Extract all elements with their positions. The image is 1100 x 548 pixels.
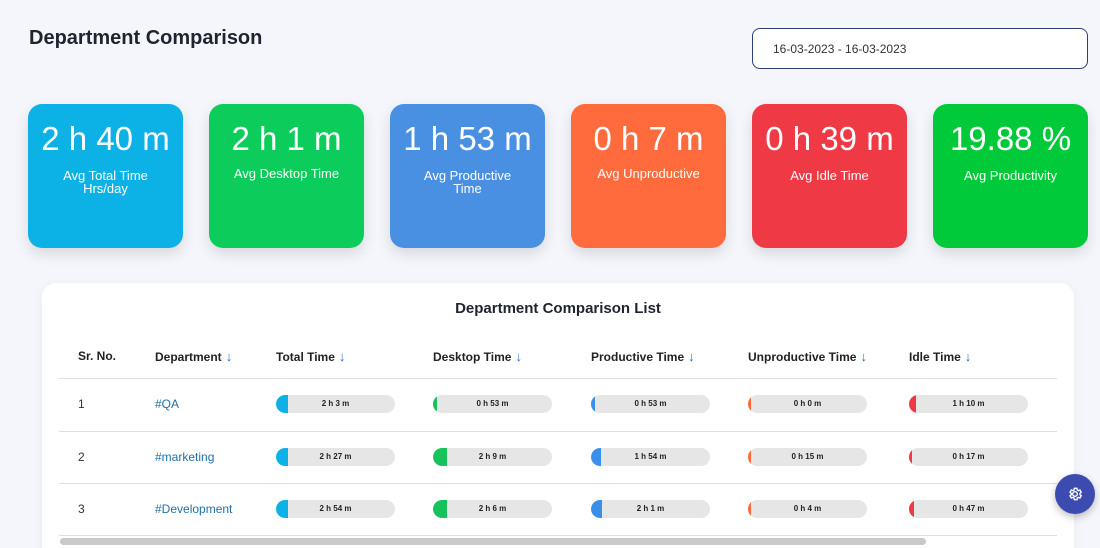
arrow-down-icon[interactable]: ↓ (688, 349, 695, 364)
progress-label: 2 h 1 m (636, 504, 665, 513)
row-divider (59, 431, 1057, 432)
panel-title: Department Comparison List (455, 300, 661, 317)
gear-icon (1069, 487, 1083, 501)
department-comparison-panel: Department Comparison List Sr. No. Depar… (42, 283, 1074, 548)
progress-fill (276, 448, 288, 466)
card-avg-unproductive: 0 h 7 m Avg Unproductive (571, 104, 726, 248)
card-label: Avg Unproductive (597, 166, 700, 181)
card-value: 19.88 % (949, 120, 1072, 157)
page-title: Department Comparison (29, 27, 263, 49)
arrow-down-icon[interactable]: ↓ (964, 349, 972, 364)
cell-sr-no: 2 (78, 450, 85, 464)
progress-fill (433, 448, 447, 466)
progress-fill (276, 395, 288, 413)
card-avg-productivity: 19.88 % Avg Productivity (933, 104, 1088, 248)
card-label: Avg Idle Time (790, 168, 869, 183)
cell-sr-no: 3 (78, 502, 85, 516)
progress-fill (591, 500, 602, 518)
header-idle-time[interactable]: Idle Time ↓ (909, 349, 972, 364)
header-department[interactable]: Department ↓ (155, 349, 233, 364)
progress-label: 2 h 54 m (319, 504, 352, 513)
progress-fill (748, 448, 751, 466)
progress-label: 2 h 27 m (319, 452, 352, 461)
department-link[interactable]: #marketing (155, 450, 215, 464)
progress-fill (433, 500, 447, 518)
row-divider (59, 535, 1057, 536)
card-value: 2 h 1 m (231, 120, 342, 157)
settings-button[interactable] (1055, 474, 1095, 514)
header-unproductive-time[interactable]: Unproductive Time ↓ (748, 349, 867, 364)
progress-label: 1 h 10 m (952, 399, 985, 408)
progress-fill (909, 448, 912, 466)
header-divider (59, 378, 1057, 379)
arrow-down-icon[interactable]: ↓ (338, 349, 346, 364)
progress-label: 2 h 6 m (478, 504, 507, 513)
arrow-down-icon[interactable]: ↓ (515, 349, 522, 364)
card-avg-productive-time: 1 h 53 m Avg Productive Time (390, 104, 545, 248)
progress-label: 0 h 47 m (952, 504, 985, 513)
department-link[interactable]: #Development (155, 502, 233, 516)
progress-idle: 1 h 10 m (909, 395, 1028, 413)
card-value: 1 h 53 m (403, 120, 532, 157)
cell-sr-no: 1 (78, 397, 85, 411)
progress-label: 0 h 0 m (793, 399, 822, 408)
progress-desktop: 0 h 53 m (433, 395, 552, 413)
progress-label: 0 h 15 m (791, 452, 824, 461)
progress-label: 0 h 53 m (476, 399, 509, 408)
progress-label: 0 h 4 m (793, 504, 822, 513)
card-value: 0 h 7 m (593, 120, 704, 157)
progress-fill (748, 500, 751, 518)
progress-fill (748, 395, 751, 413)
card-value: 0 h 39 m (765, 120, 894, 157)
card-label: Avg Productivity (964, 168, 1057, 183)
progress-fill (433, 395, 437, 413)
horizontal-scrollbar[interactable] (60, 538, 926, 545)
header-productive-time[interactable]: Productive Time ↓ (591, 349, 695, 364)
progress-fill (276, 500, 288, 518)
progress-total: 2 h 54 m (276, 500, 395, 518)
progress-label: 2 h 9 m (478, 452, 507, 461)
department-link[interactable]: #QA (155, 397, 180, 411)
progress-productive: 1 h 54 m (591, 448, 710, 466)
progress-unproductive: 0 h 4 m (748, 500, 867, 518)
arrow-down-icon[interactable]: ↓ (860, 349, 867, 364)
card-label: Avg Productive Time (423, 168, 512, 196)
card-value: 2 h 40 m (41, 120, 170, 157)
progress-productive: 0 h 53 m (591, 395, 710, 413)
progress-desktop: 2 h 6 m (433, 500, 552, 518)
progress-label: 2 h 3 m (321, 399, 350, 408)
progress-label: 0 h 17 m (952, 452, 985, 461)
progress-fill (591, 395, 595, 413)
progress-unproductive: 0 h 15 m (748, 448, 867, 466)
header-desktop-time[interactable]: Desktop Time ↓ (433, 349, 522, 364)
card-avg-desktop-time: 2 h 1 m Avg Desktop Time (209, 104, 364, 248)
progress-label: 0 h 53 m (634, 399, 667, 408)
card-label: Avg Desktop Time (233, 166, 340, 181)
date-range-picker[interactable]: 16-03-2023 - 16-03-2023 (752, 28, 1088, 69)
progress-unproductive: 0 h 0 m (748, 395, 867, 413)
date-range-value: 16-03-2023 - 16-03-2023 (773, 42, 907, 56)
progress-fill (909, 395, 916, 413)
progress-total: 2 h 3 m (276, 395, 395, 413)
row-divider (59, 483, 1057, 484)
progress-idle: 0 h 47 m (909, 500, 1028, 518)
header-sr-no: Sr. No. (78, 349, 117, 363)
progress-idle: 0 h 17 m (909, 448, 1028, 466)
header-total-time[interactable]: Total Time ↓ (276, 349, 346, 364)
progress-productive: 2 h 1 m (591, 500, 710, 518)
progress-desktop: 2 h 9 m (433, 448, 552, 466)
card-avg-idle-time: 0 h 39 m Avg Idle Time (752, 104, 907, 248)
card-label: Avg Total Time Hrs/day (63, 168, 148, 196)
progress-fill (591, 448, 601, 466)
arrow-down-icon[interactable]: ↓ (225, 349, 233, 364)
card-avg-total-time: 2 h 40 m Avg Total Time Hrs/day (28, 104, 183, 248)
progress-fill (909, 500, 914, 518)
progress-total: 2 h 27 m (276, 448, 395, 466)
progress-label: 1 h 54 m (634, 452, 667, 461)
